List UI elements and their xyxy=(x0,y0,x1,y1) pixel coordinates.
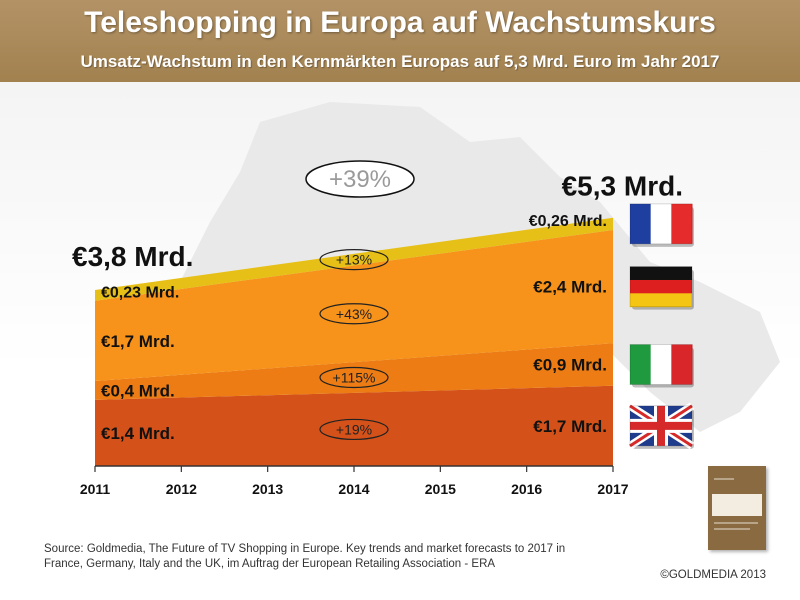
stacked-area-chart: 2011 2012 2013 2014 2015 2016 2017 €1,4 Mrd. €1… xyxy=(72,102,780,497)
report-cover-icon xyxy=(708,466,766,550)
germany-flag-icon xyxy=(629,266,694,310)
end-value-label: €2,4 Mrd. xyxy=(533,278,607,297)
growth-badge xyxy=(319,249,389,271)
growth-label: +43% xyxy=(336,306,372,322)
x-tick-label: 2017 xyxy=(597,481,628,497)
italy-flag-icon xyxy=(629,344,694,388)
uk-flag-icon xyxy=(627,402,695,450)
france-flag-icon xyxy=(629,203,694,247)
source-note: Source: Goldmedia, The Future of TV Shop… xyxy=(44,543,566,570)
area-germany xyxy=(95,230,613,382)
area-uk xyxy=(95,385,613,466)
start-value-label: €0,4 Mrd. xyxy=(101,381,175,400)
growth-label: +115% xyxy=(333,370,376,386)
growth-label: +13% xyxy=(336,252,372,268)
growth-label: +19% xyxy=(336,421,372,437)
total-growth-label: +39% xyxy=(329,166,391,193)
x-tick-label: 2011 xyxy=(80,481,111,497)
area-france xyxy=(95,217,613,301)
total-growth-badge xyxy=(305,160,415,198)
x-tick-label: 2016 xyxy=(511,481,542,497)
start-value-label: €1,7 Mrd. xyxy=(101,332,175,351)
end-value-label: €0,26 Mrd. xyxy=(529,213,607,230)
x-tick-label: 2013 xyxy=(252,481,283,497)
x-tick-label: 2014 xyxy=(338,481,369,497)
x-tick-label: 2012 xyxy=(166,481,197,497)
end-value-label: €0,9 Mrd. xyxy=(533,356,607,375)
start-value-label: €0,23 Mrd. xyxy=(101,284,179,301)
growth-badge xyxy=(319,418,389,441)
growth-badge xyxy=(319,366,389,389)
chart-area: 2011 2012 2013 2014 2015 2016 2017 €1,4 Mrd. €1… xyxy=(0,82,800,600)
start-value-label: €1,4 Mrd. xyxy=(101,424,175,443)
total-start-label: €3,8 Mrd. xyxy=(72,241,193,272)
x-tick-label: 2015 xyxy=(425,481,456,497)
area-italy xyxy=(95,343,613,400)
copyright: ©GOLDMEDIA 2013 xyxy=(660,569,766,581)
page-subtitle: Umsatz-Wachstum in den Kernmärkten Europ… xyxy=(80,52,720,71)
growth-badge xyxy=(319,303,389,325)
end-value-label: €1,7 Mrd. xyxy=(533,417,607,436)
page-title: Teleshopping in Europa auf Wachstumskurs xyxy=(84,6,716,39)
header-banner: Teleshopping in Europa auf Wachstumskurs… xyxy=(0,0,800,82)
total-end-label: €5,3 Mrd. xyxy=(562,171,683,202)
